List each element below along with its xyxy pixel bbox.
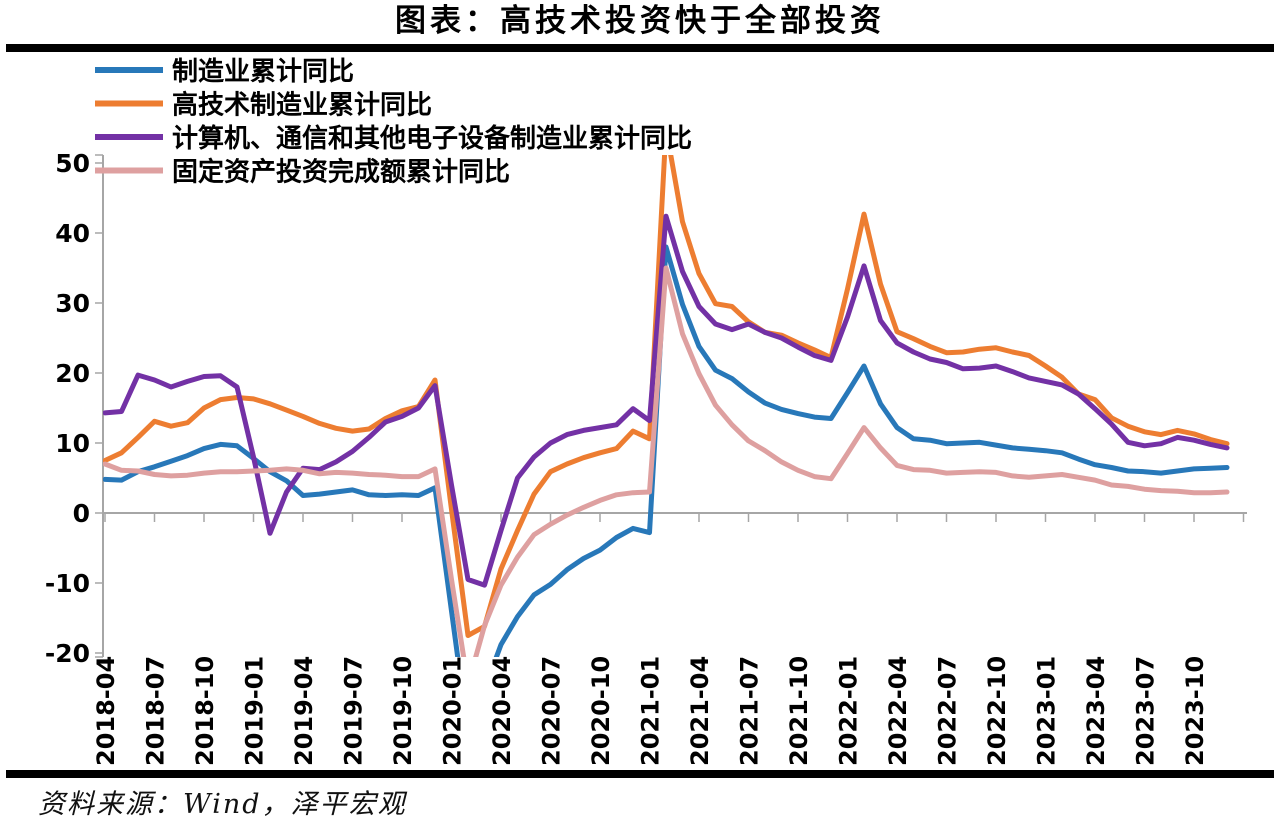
x-axis-tick-label: 2020-07	[538, 656, 566, 766]
y-axis-tick-label: 50	[55, 149, 90, 178]
legend-item-label: 高技术制造业累计同比	[172, 90, 432, 121]
x-axis-tick-label: 2020-01	[439, 656, 467, 766]
series-line-1	[103, 155, 1230, 638]
y-axis-tick-label: 30	[55, 289, 90, 318]
x-axis-tick-label: 2022-10	[983, 656, 1011, 766]
x-axis-tick-label: 2023-01	[1033, 656, 1061, 766]
x-axis-tick-label: 2019-10	[389, 656, 417, 766]
series-line-2	[103, 213, 1230, 588]
y-axis-tick-label: -10	[45, 569, 90, 598]
legend-item-label: 计算机、通信和其他电子设备制造业累计同比	[172, 123, 692, 154]
legend-item-label: 固定资产投资完成额累计同比	[172, 157, 510, 188]
x-axis-tick-label: 2022-04	[884, 656, 912, 766]
y-axis-tick-label: -20	[45, 639, 90, 668]
y-axis-tick-label: 10	[55, 429, 90, 458]
x-axis-tick-label: 2020-04	[488, 656, 516, 766]
x-axis-tick-label: 2019-07	[340, 656, 368, 766]
title-divider-rule	[6, 44, 1274, 52]
legend-item-label: 制造业累计同比	[172, 57, 354, 87]
y-axis-tick-label: 20	[55, 359, 90, 388]
x-axis-tick-label: 2022-01	[835, 656, 863, 766]
x-axis-tick-label: 2021-10	[785, 656, 813, 766]
x-axis-tick-label: 2018-04	[92, 656, 120, 766]
x-axis-tick-label: 2018-10	[191, 656, 219, 766]
x-axis-tick-label: 2020-10	[587, 656, 615, 766]
x-axis-tick-label: 2021-01	[637, 656, 665, 766]
y-axis-tick-label: 40	[55, 219, 90, 248]
x-axis-tick-label: 2022-07	[934, 656, 962, 766]
x-axis-tick-label: 2019-04	[290, 656, 318, 766]
series-line-3	[103, 265, 1230, 657]
x-axis-tick-label: 2018-07	[142, 656, 170, 766]
x-axis-tick-label: 2023-07	[1132, 656, 1160, 766]
source-note: 资料来源：Wind，泽平宏观	[38, 789, 407, 820]
x-axis-tick-label: 2021-07	[736, 656, 764, 766]
chart-title: 图表：高技术投资快于全部投资	[395, 3, 885, 39]
x-axis-tick-label: 2021-04	[686, 656, 714, 766]
x-axis-tick-label: 2023-10	[1181, 656, 1209, 766]
plot-area	[103, 155, 1230, 657]
x-axis-tick-label: 2023-04	[1082, 656, 1110, 766]
y-axis-tick-label: 0	[73, 499, 90, 528]
x-axis-tick-label: 2019-01	[241, 656, 269, 766]
bottom-divider-rule	[6, 770, 1274, 778]
legend: 制造业累计同比高技术制造业累计同比计算机、通信和其他电子设备制造业累计同比固定资…	[95, 57, 692, 188]
